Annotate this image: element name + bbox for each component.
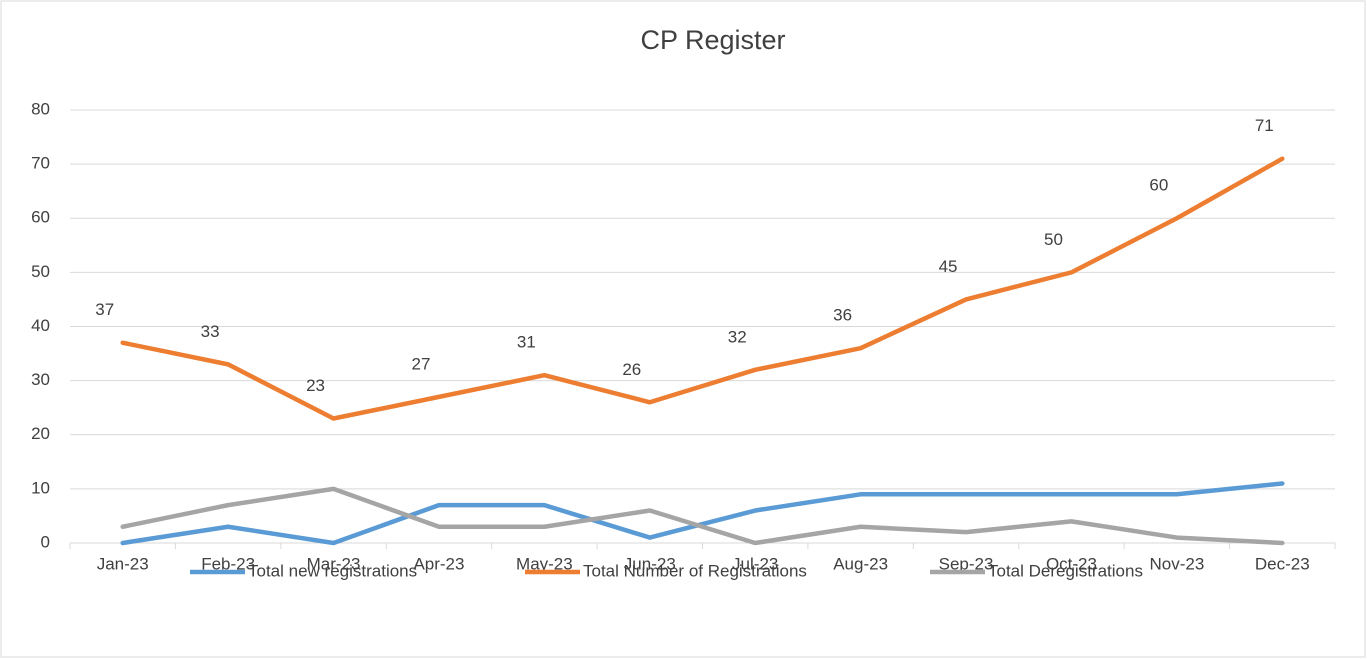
data-label: 71 <box>1255 116 1274 135</box>
x-tick-label: Feb-23 <box>201 554 255 573</box>
x-tick-label: Jun-23 <box>624 554 676 573</box>
legend-label: Total Deregistrations <box>988 561 1143 580</box>
legend-label: Total new registrations <box>248 561 417 580</box>
data-label: 37 <box>95 300 114 319</box>
series-line <box>120 486 1285 546</box>
data-label: 36 <box>833 306 852 325</box>
legend-label: Total Number of Registrations <box>583 561 807 580</box>
data-label: 33 <box>201 322 220 341</box>
y-tick-label: 70 <box>31 154 50 173</box>
y-tick-label: 80 <box>31 99 50 118</box>
y-tick-label: 60 <box>31 208 50 227</box>
y-tick-label: 0 <box>41 532 50 551</box>
series-line <box>120 481 1285 546</box>
y-tick-label: 20 <box>31 424 50 443</box>
x-tick-label: Dec-23 <box>1255 554 1310 573</box>
x-tick-label: Sep-23 <box>939 554 994 573</box>
y-tick-label: 10 <box>31 478 50 497</box>
data-label: 50 <box>1044 230 1063 249</box>
x-tick-label: Aug-23 <box>833 554 888 573</box>
x-tick-label: Nov-23 <box>1149 554 1204 573</box>
data-label: 27 <box>411 354 430 373</box>
x-tick-label: Apr-23 <box>413 554 464 573</box>
x-tick-label: May-23 <box>516 554 573 573</box>
chart-title: CP Register <box>640 25 785 55</box>
series-line <box>120 156 1285 421</box>
y-tick-label: 40 <box>31 316 50 335</box>
data-label: 60 <box>1149 176 1168 195</box>
data-label: 31 <box>517 333 536 352</box>
data-label: 26 <box>622 360 641 379</box>
x-tick-label: Jan-23 <box>97 554 149 573</box>
data-label: 32 <box>728 327 747 346</box>
data-label: 23 <box>306 376 325 395</box>
data-label: 45 <box>939 257 958 276</box>
x-tick-label: Oct-23 <box>1046 554 1097 573</box>
x-tick-label: Mar-23 <box>307 554 361 573</box>
y-tick-label: 50 <box>31 262 50 281</box>
x-tick-label: Jul-23 <box>732 554 778 573</box>
y-tick-label: 30 <box>31 370 50 389</box>
